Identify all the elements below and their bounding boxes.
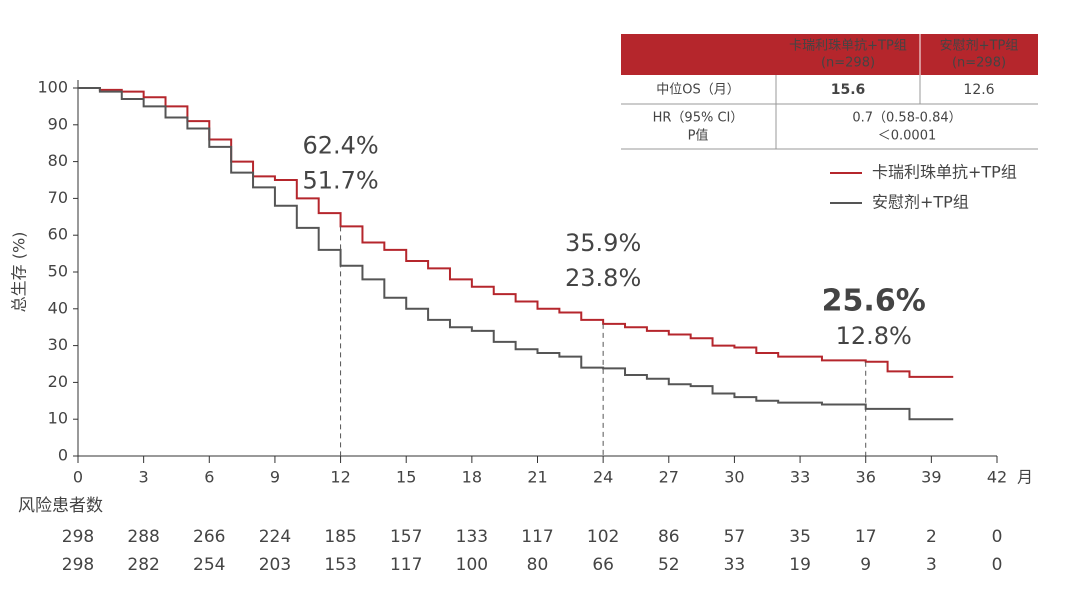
x-tick-label: 27 — [659, 468, 679, 487]
landmark-label: 12.8% — [836, 322, 912, 350]
y-tick-label: 80 — [48, 151, 68, 170]
y-tick-label: 60 — [48, 225, 68, 244]
table-cell: ＜0.0001 — [878, 129, 937, 144]
risk-count: 157 — [390, 527, 422, 547]
risk-count: 224 — [259, 527, 291, 547]
x-unit: 月 — [1017, 468, 1033, 487]
table-column-header: 安慰剂+TP组 — [940, 39, 1019, 54]
y-tick-label: 30 — [48, 335, 68, 354]
x-tick-label: 42 — [987, 468, 1007, 487]
y-axis-label: 总生存 (%) — [10, 232, 29, 313]
table-cell: 15.6 — [831, 82, 866, 98]
x-tick-label: 9 — [270, 468, 280, 487]
table-cell: 0.7（0.58-0.84） — [852, 111, 961, 126]
risk-count: 0 — [992, 527, 1003, 547]
x-tick-label: 6 — [204, 468, 214, 487]
risk-count: 288 — [127, 527, 159, 547]
survival-curve — [78, 87, 954, 421]
risk-count: 57 — [724, 527, 746, 547]
risk-count: 203 — [259, 555, 291, 575]
risk-count: 298 — [62, 527, 94, 547]
x-tick-label: 33 — [790, 468, 810, 487]
table-row-label: HR（95% CI） — [653, 111, 744, 126]
landmark-label: 35.9% — [565, 229, 641, 257]
risk-count: 282 — [127, 555, 159, 575]
y-tick-label: 0 — [58, 446, 68, 465]
x-tick-label: 36 — [856, 468, 876, 487]
risk-count: 86 — [658, 527, 680, 547]
x-tick-label: 24 — [593, 468, 613, 487]
x-tick-label: 3 — [139, 468, 149, 487]
x-tick-label: 12 — [330, 468, 350, 487]
table-column-header: 卡瑞利珠单抗+TP组 — [789, 39, 907, 54]
survival-curve — [78, 87, 954, 378]
risk-count: 33 — [724, 555, 746, 575]
risk-count: 117 — [521, 527, 553, 547]
risk-count: 35 — [789, 527, 811, 547]
risk-count: 19 — [789, 555, 811, 575]
x-tick-label: 0 — [73, 468, 83, 487]
risk-title: 风险患者数 — [18, 496, 103, 516]
risk-count: 185 — [324, 527, 356, 547]
landmark-label: 62.4% — [302, 131, 378, 159]
x-tick-label: 39 — [921, 468, 941, 487]
landmark-label: 25.6% — [822, 283, 926, 318]
risk-count: 254 — [193, 555, 225, 575]
risk-count: 3 — [926, 555, 937, 575]
risk-count: 9 — [860, 555, 871, 575]
y-tick-label: 40 — [48, 298, 68, 317]
risk-count: 133 — [456, 527, 488, 547]
y-tick-label: 10 — [48, 409, 68, 428]
x-tick-label: 21 — [527, 468, 547, 487]
risk-count: 0 — [992, 555, 1003, 575]
table-header — [621, 34, 1038, 75]
table-row-label: 中位OS（月） — [656, 83, 740, 98]
risk-count: 17 — [855, 527, 877, 547]
landmark-label: 23.8% — [565, 264, 641, 292]
risk-count: 2 — [926, 527, 937, 547]
legend-label: 安慰剂+TP组 — [872, 193, 969, 212]
landmark-label: 51.7% — [302, 166, 378, 194]
y-tick-label: 90 — [48, 114, 68, 133]
y-tick-label: 20 — [48, 372, 68, 391]
risk-count: 66 — [592, 555, 614, 575]
table-cell: 12.6 — [963, 82, 994, 98]
x-tick-label: 15 — [396, 468, 416, 487]
x-tick-label: 18 — [462, 468, 482, 487]
risk-count: 266 — [193, 527, 225, 547]
y-tick-label: 70 — [48, 188, 68, 207]
y-tick-label: 50 — [48, 262, 68, 281]
y-tick-label: 100 — [37, 78, 68, 97]
table-column-header: (n=298) — [821, 56, 875, 71]
risk-count: 117 — [390, 555, 422, 575]
risk-count: 52 — [658, 555, 680, 575]
x-tick-label: 30 — [724, 468, 744, 487]
table-row-label: P值 — [688, 128, 709, 144]
table-column-header: (n=298) — [952, 56, 1006, 71]
risk-count: 80 — [527, 555, 549, 575]
risk-count: 102 — [587, 527, 619, 547]
legend-label: 卡瑞利珠单抗+TP组 — [872, 163, 1017, 182]
risk-count: 100 — [456, 555, 488, 575]
risk-count: 153 — [324, 555, 356, 575]
risk-count: 298 — [62, 555, 94, 575]
